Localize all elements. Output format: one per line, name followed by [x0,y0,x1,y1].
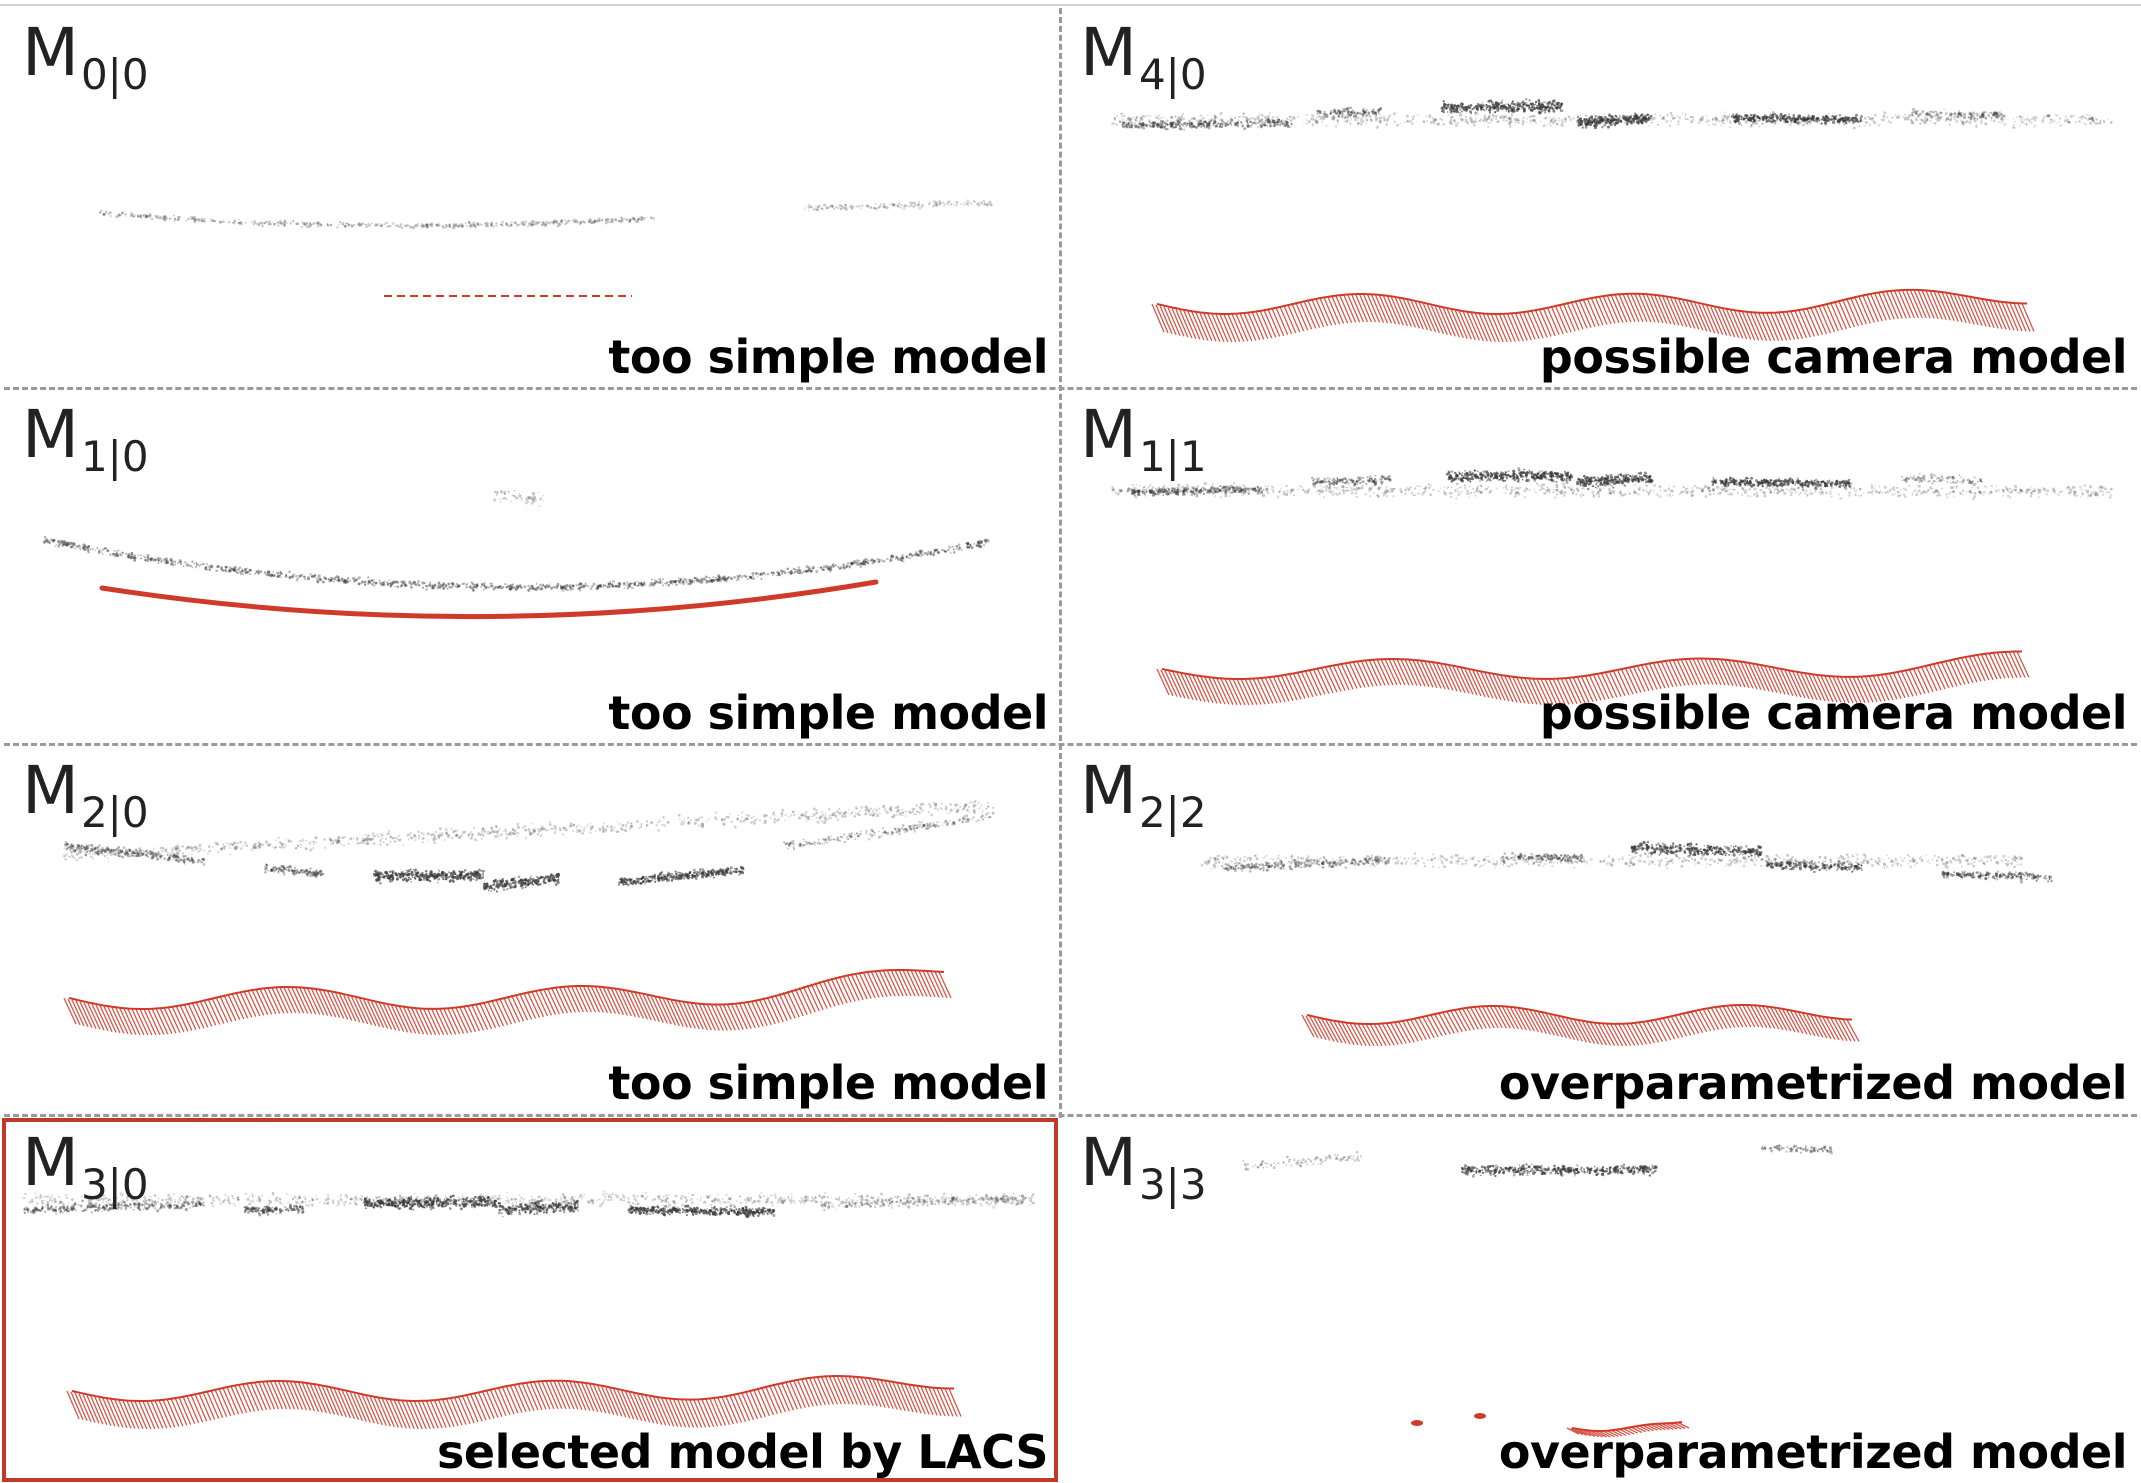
panel-m22: M2|2 overparametrized model [1062,746,2137,1112]
panel-caption: possible camera model [1539,686,2128,740]
panel-caption: too simple model [608,1056,1048,1110]
camera-trajectory [63,969,952,1036]
reconstruction-plot [1111,97,2113,343]
point-cloud [98,199,993,230]
reconstruction-plot [1111,467,2113,706]
label-main: M [1080,1124,1137,1201]
panel-caption: possible camera model [1539,330,2128,384]
panel-caption: too simple model [608,330,1048,384]
panel-caption: overparametrized model [1498,1425,2128,1479]
panel-m40: M4|0 possible camera model [1062,8,2137,386]
reconstruction-plot [1200,840,2053,1047]
panel-label: M2|2 [1080,758,1207,834]
panel-label: M4|0 [1080,20,1207,96]
point-cloud [1242,1144,1833,1178]
label-main: M [1080,14,1137,91]
horizontal-divider [4,387,2137,390]
point-cloud [42,490,990,593]
panel-caption: selected model by LACS [437,1425,1048,1479]
label-subscript: 4|0 [1138,50,1207,99]
label-main: M [22,1124,79,1201]
camera-trajectory [1566,1421,1690,1438]
panel-caption: overparametrized model [1498,1056,2128,1110]
panel-m11: M1|1 possible camera model [1062,390,2137,742]
reconstruction-plot [63,800,995,1036]
panel-m20: M2|0 too simple model [4,746,1058,1112]
panel-label: M3|0 [22,1130,149,1206]
panel-label: M1|0 [22,402,149,478]
camera-trajectory [66,1375,962,1430]
panel-label: M3|3 [1080,1130,1207,1206]
camera-trajectory [1151,288,2035,343]
reconstruction-plot [22,1190,1036,1430]
panel-m30: M3|0 selected model by LACS [4,1118,1058,1481]
reconstruction-plot [42,490,990,620]
point-cloud [1111,97,2113,131]
camera-trajectory [99,579,879,620]
label-subscript: 1|1 [1138,432,1207,481]
horizontal-divider [4,1114,2137,1117]
label-main: M [22,14,79,91]
panel-m10: M1|0 too simple model [4,390,1058,742]
point-cloud [1111,467,2113,501]
panel-label: M0|0 [22,20,149,96]
point-cloud [63,800,995,893]
reconstruction-plot [98,199,993,297]
panel-label: M1|1 [1080,402,1207,478]
label-main: M [1080,396,1137,473]
panel-m00: M0|0 too simple model [4,8,1058,386]
point-cloud [1200,840,2053,884]
camera-trajectory [1156,650,2030,706]
label-main: M [1080,752,1137,829]
label-subscript: 3|0 [80,1160,149,1209]
panel-caption: too simple model [608,686,1048,740]
panel-label: M2|0 [22,758,149,834]
panel-m33: M3|3 overparametrized model [1062,1118,2137,1481]
camera-trajectory [1411,1420,1423,1426]
figure-top-border [0,4,2141,6]
point-cloud [22,1190,1036,1219]
horizontal-divider [4,743,2137,746]
label-subscript: 1|0 [80,432,149,481]
vertical-divider [1059,8,1062,1118]
label-main: M [22,752,79,829]
camera-trajectory [1301,1004,1860,1047]
reconstruction-plot [1242,1144,1833,1438]
label-subscript: 2|0 [80,788,149,837]
label-subscript: 3|3 [1138,1160,1207,1209]
label-main: M [22,396,79,473]
selected-model-frame [2,1118,1058,1482]
label-subscript: 2|2 [1138,788,1207,837]
camera-trajectory [1474,1413,1486,1419]
label-subscript: 0|0 [80,50,149,99]
